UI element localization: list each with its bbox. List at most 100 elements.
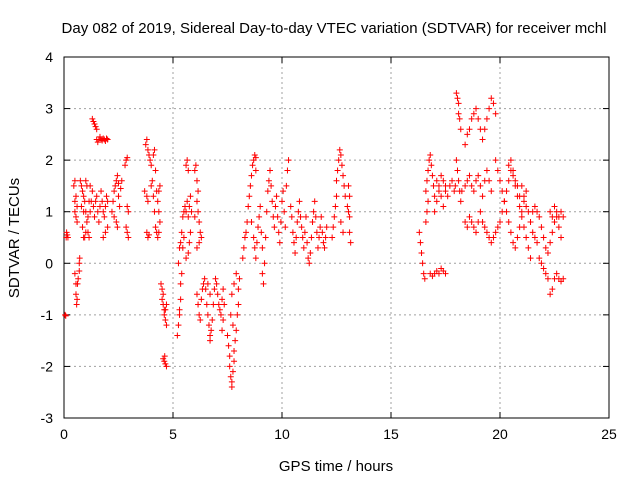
x-tick-label: 25 <box>601 426 617 442</box>
data-point <box>520 198 527 205</box>
data-point <box>295 208 302 215</box>
data-point <box>243 229 250 236</box>
data-point <box>247 182 254 189</box>
data-point <box>249 162 256 169</box>
data-point <box>246 193 253 200</box>
data-point <box>74 280 81 287</box>
data-point <box>438 172 445 179</box>
data-point <box>523 234 530 241</box>
data-point <box>301 229 308 236</box>
data-point <box>77 177 84 184</box>
data-point <box>213 280 220 287</box>
data-point <box>102 203 109 210</box>
data-point <box>305 255 312 262</box>
data-point <box>492 157 499 164</box>
data-point <box>321 244 328 251</box>
data-point <box>205 322 212 329</box>
data-point <box>431 208 438 215</box>
data-point <box>456 115 463 122</box>
data-point <box>162 317 169 324</box>
data-point <box>501 198 508 205</box>
data-point <box>516 203 523 210</box>
data-point <box>294 219 301 226</box>
data-point <box>525 244 532 251</box>
data-point <box>195 301 202 308</box>
data-point <box>323 224 330 231</box>
data-point <box>558 234 565 241</box>
data-point <box>63 229 70 236</box>
data-point <box>346 229 353 236</box>
data-point <box>466 126 473 133</box>
y-tick-label: 2 <box>45 152 53 168</box>
data-point <box>74 219 81 226</box>
data-point <box>433 198 440 205</box>
x-tick-label: 5 <box>169 426 177 442</box>
data-point <box>207 332 214 339</box>
data-point <box>479 136 486 143</box>
data-point <box>82 229 89 236</box>
data-point <box>227 373 234 380</box>
data-point <box>210 301 217 308</box>
data-point <box>75 275 82 282</box>
data-point <box>523 203 530 210</box>
data-point <box>212 275 219 282</box>
data-point <box>261 260 268 267</box>
data-point <box>551 203 558 210</box>
data-point <box>428 162 435 169</box>
data-point <box>275 229 282 236</box>
data-point <box>531 203 538 210</box>
data-point <box>304 239 311 246</box>
data-point <box>479 219 486 226</box>
data-point <box>219 296 226 303</box>
x-tick-label: 15 <box>383 426 399 442</box>
data-point <box>252 154 259 161</box>
data-point <box>345 182 352 189</box>
data-point <box>144 234 151 241</box>
data-point <box>94 208 101 215</box>
data-point <box>83 219 90 226</box>
data-point <box>144 198 151 205</box>
data-point <box>161 358 168 365</box>
data-point <box>458 188 465 195</box>
data-point <box>215 301 222 308</box>
data-point <box>494 224 501 231</box>
data-point <box>143 136 150 143</box>
data-point <box>555 224 562 231</box>
y-tick-label: 1 <box>45 204 53 220</box>
data-point <box>174 332 181 339</box>
data-point <box>92 123 99 130</box>
data-point <box>438 193 445 200</box>
data-point <box>442 188 449 195</box>
data-point <box>454 167 461 174</box>
data-point <box>538 260 545 267</box>
data-point <box>488 95 495 102</box>
chart-title: Day 082 of 2019, Sidereal Day-to-day VTE… <box>62 20 607 37</box>
data-point <box>265 177 272 184</box>
data-point <box>231 358 238 365</box>
data-point <box>421 275 428 282</box>
data-point <box>187 229 194 236</box>
data-point <box>423 177 430 184</box>
data-point <box>233 327 240 334</box>
data-point <box>468 115 475 122</box>
data-point <box>285 157 292 164</box>
data-point <box>96 133 103 140</box>
data-point <box>505 219 512 226</box>
data-point <box>549 286 556 293</box>
data-point <box>195 208 202 215</box>
data-point <box>455 110 462 117</box>
data-point <box>479 193 486 200</box>
data-point <box>497 177 503 184</box>
data-point <box>308 234 315 241</box>
data-point <box>228 378 235 385</box>
data-point <box>322 234 329 241</box>
y-tick-label: 4 <box>45 49 53 65</box>
data-point <box>510 167 517 174</box>
data-point <box>453 90 460 97</box>
data-point <box>220 286 227 293</box>
data-point <box>299 234 306 241</box>
data-point <box>332 203 339 210</box>
data-point <box>344 203 351 210</box>
data-point <box>488 239 495 246</box>
data-point <box>207 291 214 298</box>
